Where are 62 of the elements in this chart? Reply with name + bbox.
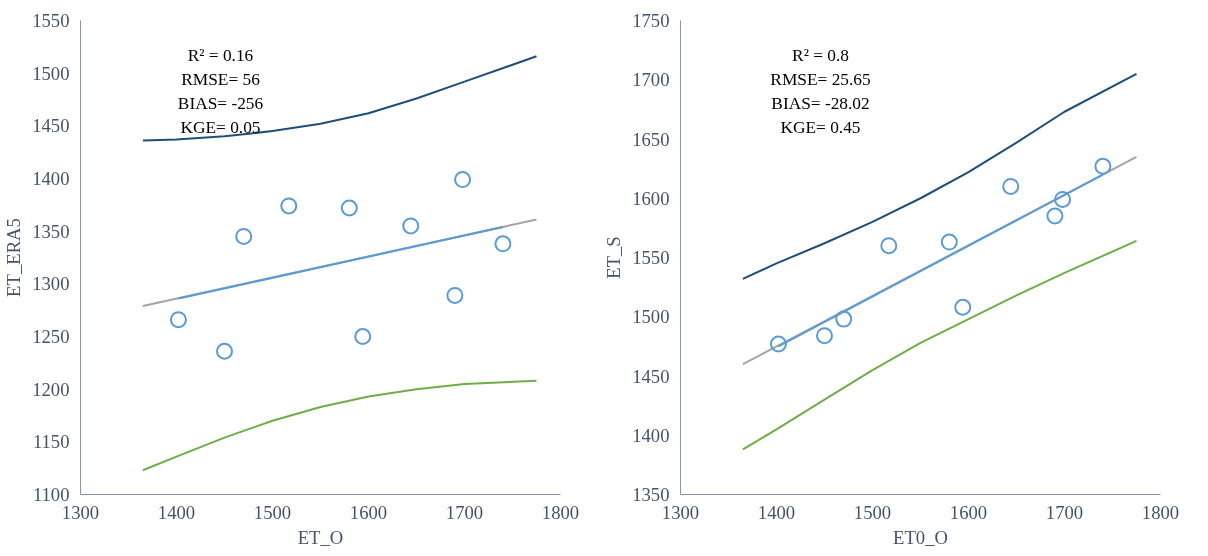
x-tick-label: 1400 <box>757 501 796 523</box>
y-axis-title: ET_S <box>603 236 625 279</box>
point <box>280 197 298 215</box>
x-tick-label: 1800 <box>541 501 580 523</box>
point <box>169 311 187 329</box>
x-tick-label: 1500 <box>253 501 292 523</box>
point <box>835 310 853 328</box>
y-tick-label: 1750 <box>632 10 670 31</box>
y-tick-label: 1450 <box>632 365 670 387</box>
point <box>354 328 372 345</box>
y-tick-label: 1550 <box>32 10 70 31</box>
point <box>1054 190 1072 208</box>
annotation: RMSE= 25.65 <box>770 69 871 89</box>
x-tick-label: 1600 <box>349 501 388 523</box>
point <box>1046 207 1064 225</box>
point <box>235 227 253 245</box>
point <box>494 235 512 253</box>
line-series <box>741 72 1138 280</box>
annotation: BIAS= -256 <box>177 93 264 113</box>
x-axis-title: ET_O <box>297 526 344 548</box>
y-tick-label: 1550 <box>632 247 670 268</box>
point <box>454 171 472 189</box>
annotation: KGE= 0.05 <box>180 117 261 137</box>
x-tick-label: 1400 <box>157 501 196 523</box>
point <box>340 199 358 217</box>
y-tick-label: 1200 <box>32 378 70 400</box>
y-tick-label: 1700 <box>632 69 670 91</box>
annotation: R² = 0.16 <box>187 45 254 65</box>
point <box>954 298 972 316</box>
y-tick-label: 1650 <box>632 128 670 150</box>
x-tick-label: 1500 <box>853 501 892 523</box>
annotation: R² = 0.8 <box>792 45 849 65</box>
point <box>446 286 464 304</box>
y-tick-label: 1300 <box>32 273 70 295</box>
point <box>216 342 233 360</box>
y-tick-label: 1400 <box>32 168 70 189</box>
x-tick-label: 1600 <box>949 501 988 523</box>
annotation: KGE= 0.45 <box>780 117 861 137</box>
y-tick-label: 1400 <box>632 424 670 446</box>
point <box>1002 177 1020 195</box>
point <box>816 327 833 345</box>
y-tick-label: 1600 <box>632 187 670 209</box>
point <box>402 217 420 235</box>
line-series <box>141 379 538 472</box>
x-axis-title: ET0_O <box>893 526 948 548</box>
line-series <box>741 239 1138 451</box>
y-axis-title: ET_ERA5 <box>3 218 25 297</box>
y-tick-label: 1350 <box>32 220 70 242</box>
x-tick-label: 1700 <box>1045 501 1084 523</box>
y-tick-label: 1450 <box>32 115 70 137</box>
point <box>769 335 787 353</box>
point <box>1094 157 1112 175</box>
point <box>880 237 898 255</box>
x-tick-label: 1800 <box>1141 501 1180 523</box>
point <box>940 233 958 251</box>
x-tick-label: 1700 <box>445 501 484 523</box>
y-tick-label: 1500 <box>632 306 670 328</box>
y-tick-label: 1150 <box>32 431 70 453</box>
y-tick-label: 1500 <box>32 62 70 84</box>
y-tick-label: 1250 <box>32 326 70 347</box>
annotation: RMSE= 56 <box>181 69 261 89</box>
annotation: BIAS= -28.02 <box>771 93 870 113</box>
